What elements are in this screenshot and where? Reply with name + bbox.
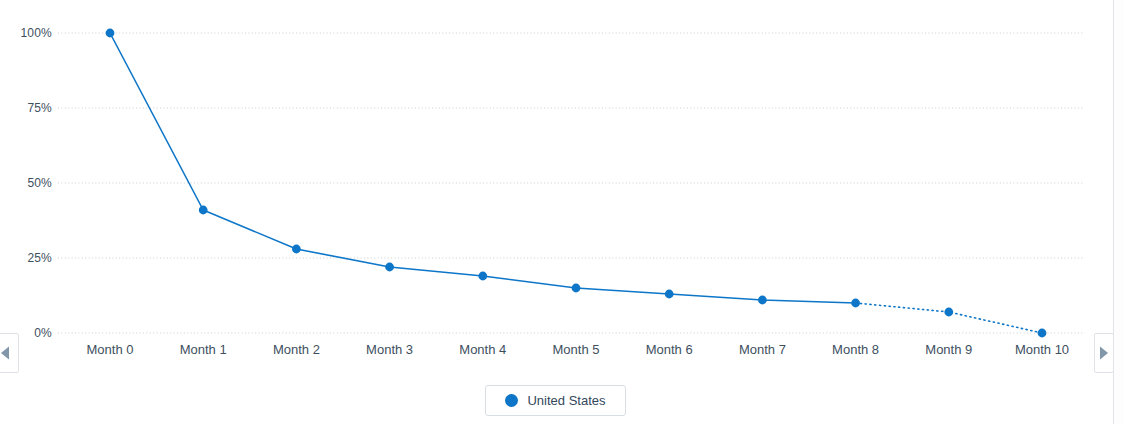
- x-tick-label-month-5: Month 5: [528, 342, 624, 357]
- x-tick-label-month-0: Month 0: [62, 342, 158, 357]
- x-tick-label-month-7: Month 7: [714, 342, 810, 357]
- data-point-month-6[interactable]: [665, 290, 674, 299]
- x-tick-label-month-8: Month 8: [808, 342, 904, 357]
- legend-series-dot: [505, 394, 518, 407]
- legend: United States: [485, 385, 626, 416]
- x-tick-label-month-10: Month 10: [994, 342, 1090, 357]
- y-tick-label-50pct: 50%: [4, 176, 52, 190]
- y-tick-label-75pct: 75%: [4, 101, 52, 115]
- data-point-month-3[interactable]: [385, 263, 394, 272]
- left-arrow-icon: [0, 345, 11, 361]
- x-tick-label-month-2: Month 2: [248, 342, 344, 357]
- data-point-month-9[interactable]: [944, 308, 953, 317]
- series-line-solid: [110, 33, 856, 303]
- data-point-month-0[interactable]: [106, 29, 115, 38]
- line-chart: [0, 0, 1113, 424]
- data-point-month-1[interactable]: [199, 206, 208, 215]
- series-line-dotted: [856, 303, 1042, 333]
- data-point-month-5[interactable]: [572, 284, 581, 293]
- data-point-month-4[interactable]: [478, 272, 487, 281]
- data-point-month-10[interactable]: [1038, 329, 1047, 338]
- y-tick-label-100pct: 100%: [4, 26, 52, 40]
- data-point-month-2[interactable]: [292, 245, 301, 254]
- data-point-month-7[interactable]: [758, 296, 767, 305]
- panel-outside-area: [1114, 0, 1124, 424]
- retention-chart-panel: 0%25%50%75%100% Month 0Month 1Month 2Mon…: [0, 0, 1124, 424]
- right-arrow-icon: [1098, 345, 1110, 361]
- scroll-left-button[interactable]: [0, 333, 19, 373]
- legend-item-united-states[interactable]: United States: [505, 393, 605, 408]
- x-tick-label-month-4: Month 4: [435, 342, 531, 357]
- data-point-month-8[interactable]: [851, 299, 860, 308]
- x-tick-label-month-6: Month 6: [621, 342, 717, 357]
- y-tick-label-25pct: 25%: [4, 251, 52, 265]
- x-tick-label-month-9: Month 9: [901, 342, 997, 357]
- x-tick-label-month-3: Month 3: [342, 342, 438, 357]
- scroll-right-button[interactable]: [1094, 333, 1114, 373]
- x-tick-label-month-1: Month 1: [155, 342, 251, 357]
- legend-series-label: United States: [527, 393, 605, 408]
